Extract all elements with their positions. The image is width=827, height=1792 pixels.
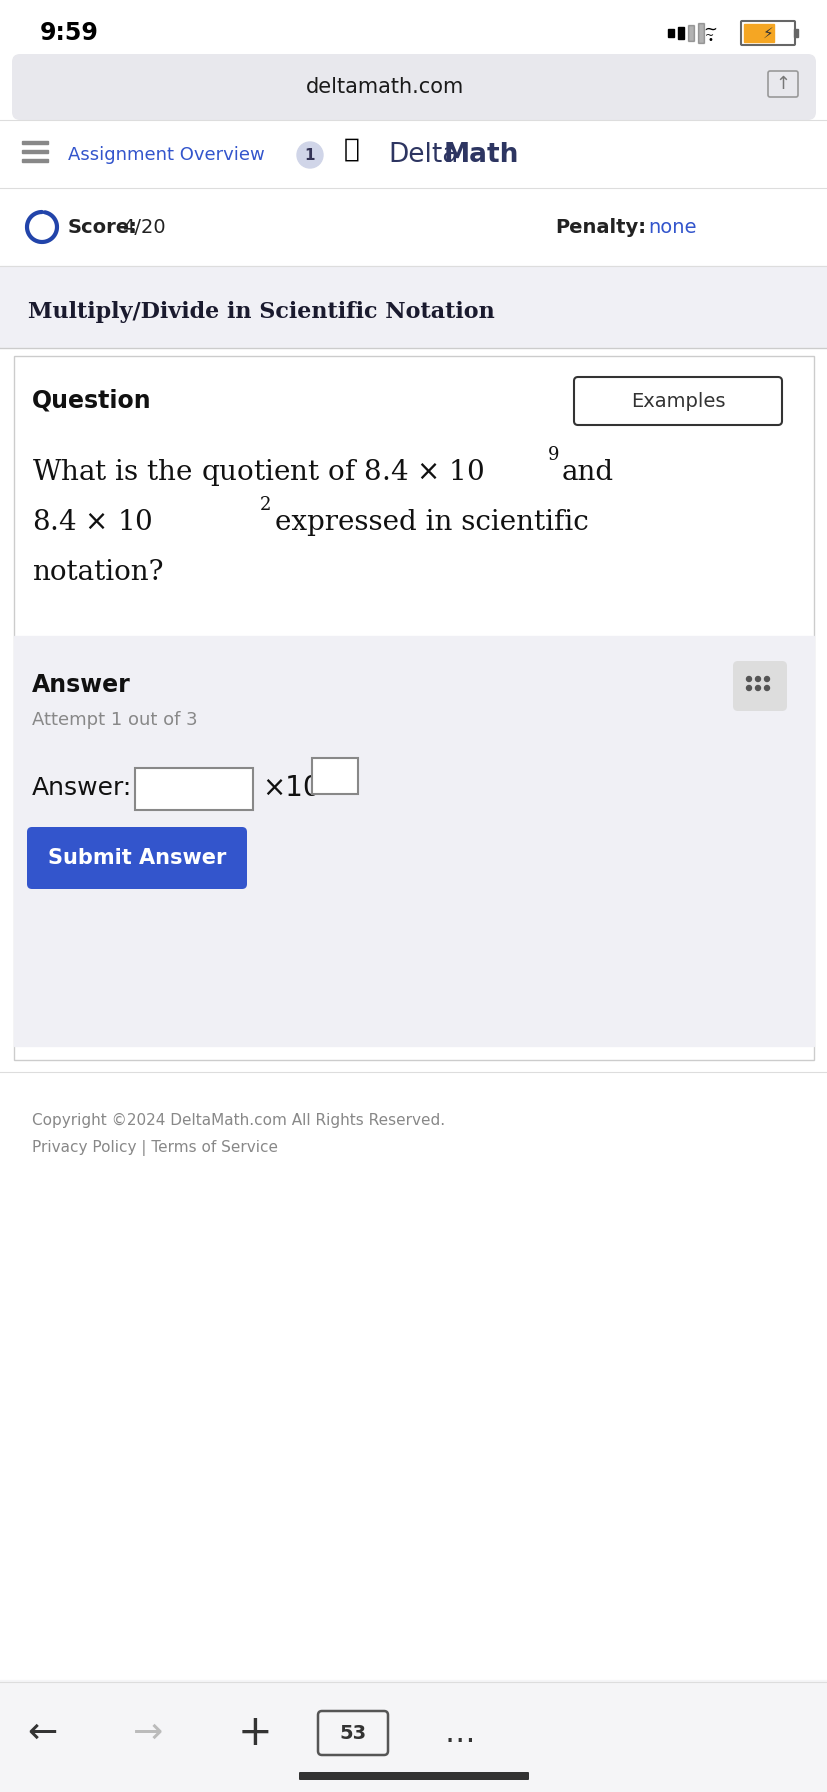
Bar [0,188,827,265]
Text: and: and [562,459,614,486]
Bar [0,1068,827,1681]
Bar [0,120,827,188]
Text: 🎓: 🎓 [343,136,360,163]
Text: Delta: Delta [388,142,458,168]
Bar [0,0,827,56]
FancyBboxPatch shape [573,376,781,425]
Bar [793,29,797,38]
Bar [135,769,253,810]
Bar [22,151,48,152]
Text: Answer:: Answer: [32,776,132,799]
Bar [667,29,673,38]
Bar [14,636,813,1047]
Text: 9:59: 9:59 [40,22,98,45]
Text: →: → [132,1717,163,1751]
Text: …: … [444,1719,475,1747]
Text: 9: 9 [547,446,559,464]
Text: ~: ~ [702,22,716,39]
Text: What is the quotient of 8.4 $\times$ 10: What is the quotient of 8.4 $\times$ 10 [32,457,484,487]
Circle shape [746,677,751,681]
Bar [0,265,827,348]
Bar [743,23,773,41]
Text: 2: 2 [260,496,271,514]
Circle shape [763,686,768,690]
Text: 4/20: 4/20 [122,217,165,237]
Text: ←: ← [26,1717,57,1751]
Text: ×10: ×10 [261,774,320,803]
Bar [14,357,813,1061]
FancyBboxPatch shape [740,22,794,45]
Text: Answer: Answer [32,674,131,697]
FancyBboxPatch shape [732,661,786,711]
Text: 53: 53 [339,1724,366,1742]
FancyBboxPatch shape [27,826,246,889]
Text: Multiply/Divide in Scientific Notation: Multiply/Divide in Scientific Notation [28,301,495,323]
Text: Penalty:: Penalty: [554,217,645,237]
Text: 1: 1 [304,147,315,163]
Circle shape [754,677,759,681]
Text: none: none [648,217,696,237]
Bar [677,27,683,39]
Text: +: + [237,1711,272,1754]
Text: ~: ~ [705,30,714,41]
Bar [22,159,48,161]
Bar [22,142,48,143]
Circle shape [763,677,768,681]
Bar [697,23,703,43]
Text: Assignment Overview: Assignment Overview [68,145,265,165]
Bar [0,348,827,1068]
Text: 8.4 $\times$ 10: 8.4 $\times$ 10 [32,509,152,536]
Text: ↑: ↑ [775,75,790,93]
Bar [0,1681,827,1792]
Bar [312,758,357,794]
Text: ⚡: ⚡ [762,25,772,41]
FancyBboxPatch shape [299,1772,528,1779]
Text: Privacy Policy | Terms of Service: Privacy Policy | Terms of Service [32,1140,278,1156]
Text: deltamath.com: deltamath.com [305,77,464,97]
Circle shape [746,686,751,690]
Text: Examples: Examples [630,391,724,410]
Text: Math: Math [443,142,519,168]
Text: Score:: Score: [68,217,138,237]
Text: Question: Question [32,389,151,412]
Text: Attempt 1 out of 3: Attempt 1 out of 3 [32,711,198,729]
Text: Copyright ©2024 DeltaMath.com All Rights Reserved.: Copyright ©2024 DeltaMath.com All Rights… [32,1113,445,1127]
Circle shape [754,686,759,690]
Text: expressed in scientific: expressed in scientific [275,509,588,536]
Circle shape [297,142,323,168]
Bar [687,25,693,41]
Text: notation?: notation? [32,559,163,586]
FancyBboxPatch shape [12,54,815,120]
Text: Submit Answer: Submit Answer [48,848,226,867]
Text: •: • [706,36,712,45]
